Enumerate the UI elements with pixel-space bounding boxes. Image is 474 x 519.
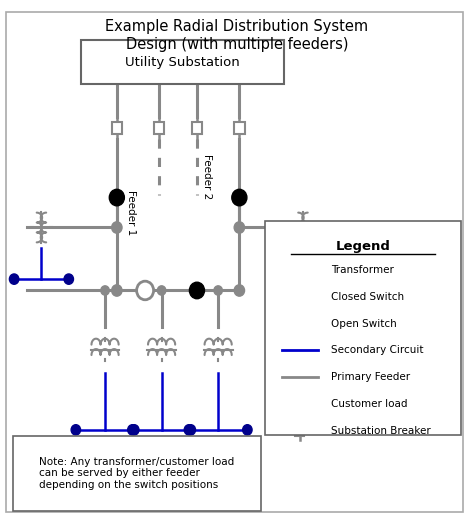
Text: Secondary Circuit: Secondary Circuit — [331, 345, 424, 356]
FancyBboxPatch shape — [265, 221, 461, 435]
Circle shape — [137, 281, 154, 300]
Text: Open Switch: Open Switch — [331, 319, 397, 329]
Circle shape — [293, 290, 306, 304]
Circle shape — [186, 425, 196, 435]
Text: Substation Breaker: Substation Breaker — [331, 426, 431, 436]
Circle shape — [112, 222, 122, 233]
Circle shape — [129, 425, 139, 435]
Text: Transformer: Transformer — [331, 265, 394, 275]
Text: Example Radial Distribution System
Design (with multiple feeders): Example Radial Distribution System Desig… — [105, 19, 369, 52]
Circle shape — [101, 286, 109, 295]
Circle shape — [64, 274, 73, 284]
Text: Feeder 1: Feeder 1 — [126, 190, 136, 235]
Text: Feeder 2: Feeder 2 — [201, 154, 212, 199]
Circle shape — [234, 285, 245, 296]
Circle shape — [234, 222, 245, 233]
Text: Primary Feeder: Primary Feeder — [331, 372, 410, 382]
Text: Legend: Legend — [336, 240, 391, 253]
Text: Customer load: Customer load — [331, 399, 408, 409]
Text: Note: Any transformer/customer load
can be served by either feeder
depending on : Note: Any transformer/customer load can … — [39, 457, 235, 490]
Bar — [234, 122, 245, 133]
Circle shape — [295, 399, 304, 409]
Bar — [192, 122, 202, 133]
Bar — [295, 426, 304, 435]
Circle shape — [293, 317, 306, 330]
Circle shape — [157, 286, 166, 295]
Circle shape — [71, 425, 81, 435]
Circle shape — [243, 425, 252, 435]
Circle shape — [112, 285, 122, 296]
Circle shape — [326, 274, 335, 284]
Text: Utility Substation: Utility Substation — [126, 56, 240, 69]
Circle shape — [232, 189, 247, 206]
FancyBboxPatch shape — [13, 436, 261, 511]
Circle shape — [9, 274, 19, 284]
Circle shape — [109, 189, 124, 206]
Circle shape — [128, 425, 137, 435]
Bar — [154, 122, 164, 133]
FancyBboxPatch shape — [6, 12, 463, 512]
Circle shape — [192, 285, 202, 296]
Circle shape — [190, 282, 204, 299]
FancyBboxPatch shape — [82, 40, 284, 84]
Circle shape — [214, 286, 222, 295]
Circle shape — [184, 425, 194, 435]
Text: Closed Switch: Closed Switch — [331, 292, 404, 302]
Circle shape — [271, 274, 280, 284]
Bar — [112, 122, 122, 133]
